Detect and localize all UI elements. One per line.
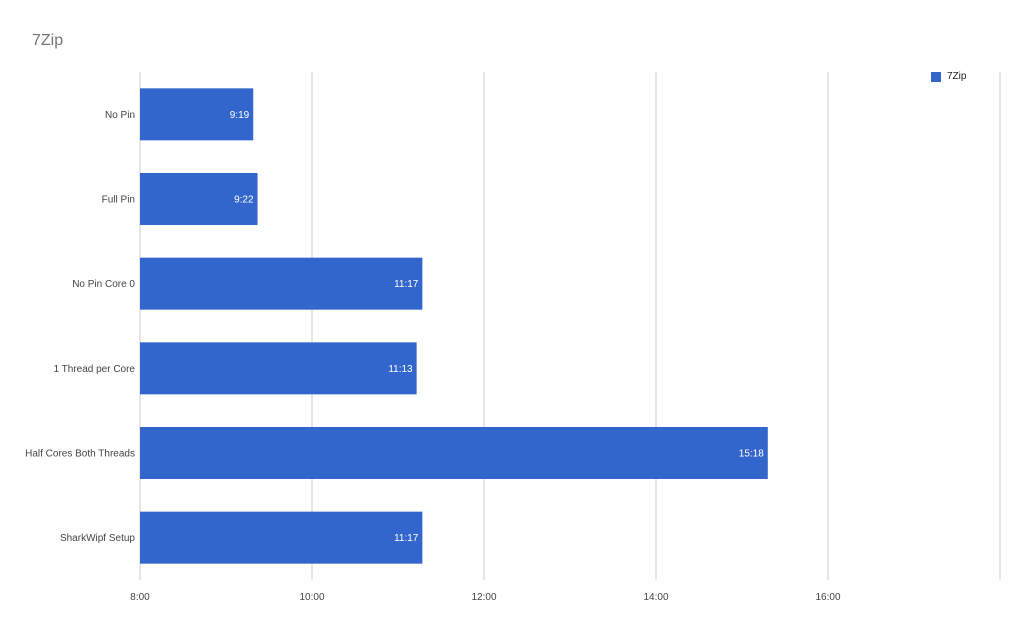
bar [140, 511, 423, 564]
legend-label: 7Zip [947, 71, 967, 82]
category-label: 1 Thread per Core [53, 364, 135, 375]
data-label: 9:19 [230, 110, 250, 121]
data-label: 11:17 [394, 533, 419, 544]
legend-swatch [931, 71, 941, 82]
x-tick-label: 14:00 [643, 592, 668, 603]
bar [140, 257, 423, 310]
category-label: Full Pin [102, 195, 135, 206]
data-label: 9:22 [234, 195, 254, 206]
x-tick-label: 8:00 [130, 592, 150, 603]
category-label: No Pin [105, 110, 135, 121]
x-tick-label: 12:00 [471, 592, 496, 603]
data-label: 15:18 [739, 449, 764, 460]
category-label: No Pin Core 0 [72, 279, 135, 290]
chart-title: 7Zip [32, 32, 64, 49]
x-tick-label: 10:00 [299, 592, 324, 603]
data-label: 11:13 [388, 364, 413, 375]
bar [140, 88, 254, 141]
bar [140, 342, 417, 395]
category-label: Half Cores Both Threads [25, 449, 135, 460]
category-label: SharkWipf Setup [60, 533, 135, 544]
bar [140, 173, 258, 225]
x-tick-label: 16:00 [815, 592, 840, 603]
data-label: 11:17 [394, 279, 419, 290]
legend: 7Zip [931, 71, 966, 82]
bar [140, 427, 768, 479]
